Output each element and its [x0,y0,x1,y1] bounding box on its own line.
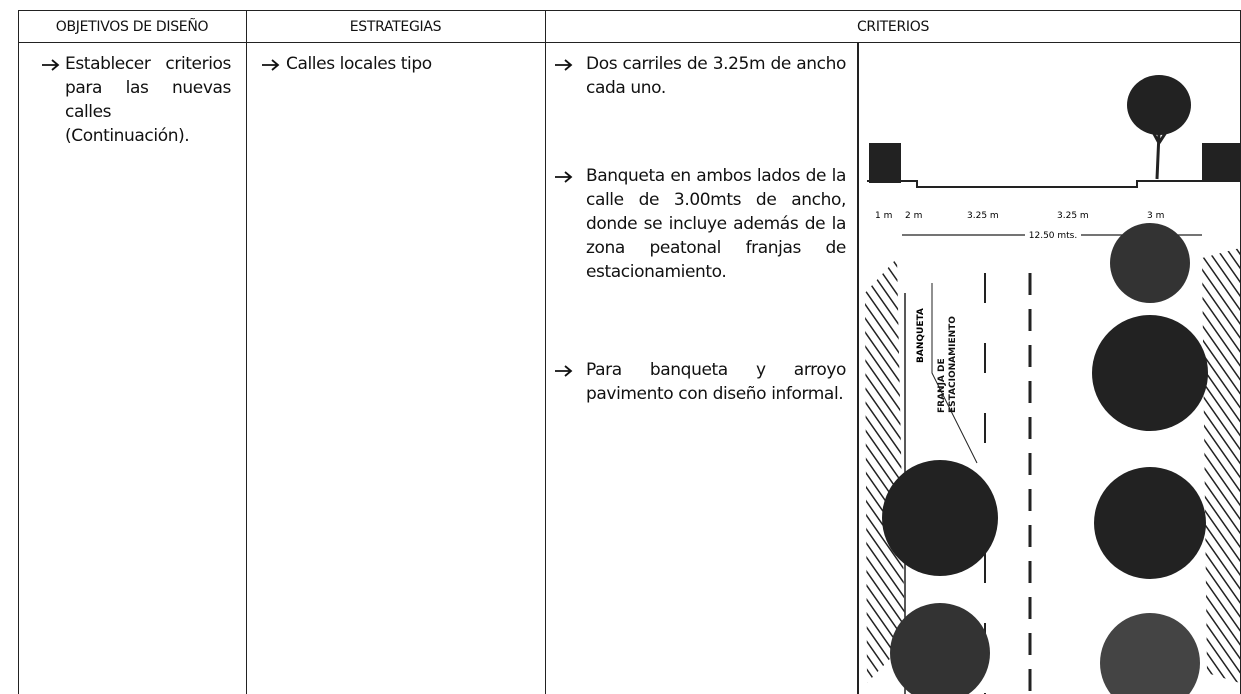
ground [867,180,1240,188]
strategy: Calles locales tipo [286,54,432,74]
tree [1100,613,1200,694]
rule [545,10,546,694]
tree [882,460,998,576]
objective: Establecer criterios para las nuevas cal… [65,54,231,146]
header: OBJETIVOS DE DISEÑO [55,19,209,35]
dimension-label: 3.25 m [1057,211,1089,221]
dimension-label: 3.25 m [967,211,999,221]
tree [890,603,990,694]
criterion: Banqueta en ambos lados de la calle de 3… [586,166,846,282]
rule [18,10,1241,11]
tree [1110,223,1190,303]
plan-label-box: FRANJA DE ESTACIONAMIENTO [937,316,958,413]
tree [1092,315,1208,431]
street-figure: 1 m 2 m 3.25 m 3.25 m 3 m 12.50 mts. BAN… [857,43,1240,694]
plan-label: FRANJA DE ESTACIONAMIENTO [937,316,958,413]
tree [1127,75,1191,135]
rule [18,42,1241,43]
tree [1094,467,1206,579]
header: CRITERIOS [856,19,930,35]
building [1202,143,1240,181]
arrow-icon [555,59,573,71]
rule [18,10,19,694]
arrow-icon [42,59,60,71]
criterion: Para banqueta y arroyo pavimento con dis… [586,360,846,404]
plan-label: BANQUETA [916,308,926,363]
criterion: Dos carriles de 3.25m de ancho cada uno. [586,54,846,98]
building [869,143,901,183]
rule [246,10,247,694]
arrow-icon [555,365,573,377]
arrow-icon [555,171,573,183]
header: ESTRATEGIAS [349,19,442,35]
hatch [1202,248,1240,683]
hatch [865,258,905,683]
dimension-label: 2 m [905,211,922,221]
total-label: 12.50 mts. [1029,231,1077,241]
dimension-label: 3 m [1147,211,1164,221]
dimension-label: 1 m [875,211,892,221]
arrow-icon [262,59,280,71]
